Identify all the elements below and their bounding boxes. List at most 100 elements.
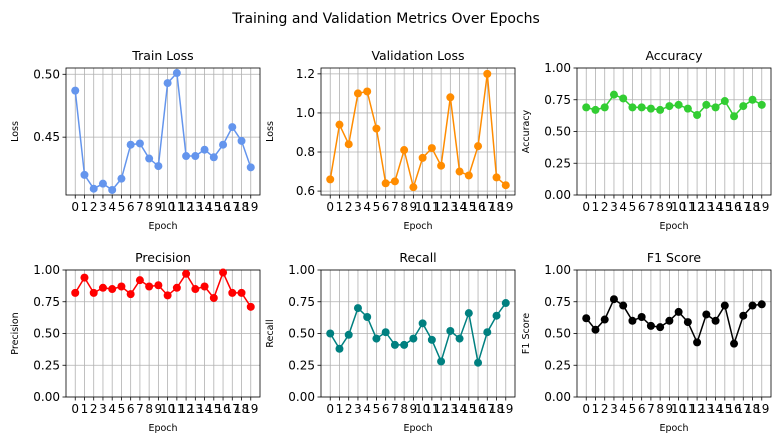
- series-line: [329, 302, 507, 364]
- x-tick-label: 14: [197, 200, 212, 214]
- y-tick-label: 0.75: [288, 295, 315, 309]
- axes-frame: [576, 67, 772, 196]
- figure-title: Training and Validation Metrics Over Epo…: [231, 11, 540, 27]
- data-point: [219, 268, 228, 277]
- x-tick-label: 14: [197, 402, 212, 416]
- data-point: [80, 273, 89, 282]
- x-tick-label: 2: [345, 402, 353, 416]
- data-point: [582, 314, 591, 323]
- x-tick-label: 9: [155, 200, 163, 214]
- data-point: [427, 335, 436, 344]
- x-tick-label: 5: [629, 200, 637, 214]
- data-point: [145, 154, 154, 163]
- x-tick-label: 11: [169, 200, 184, 214]
- data-point: [344, 140, 353, 149]
- x-tick-label: 9: [666, 200, 674, 214]
- data-point: [674, 307, 683, 316]
- data-point: [219, 140, 228, 149]
- data-point: [665, 102, 674, 111]
- data-point: [757, 300, 766, 309]
- data-point: [98, 179, 107, 188]
- subplot-1: 0 1 2 3 4 5 6 7 8 9101112131415161718190.450.50Tr…: [10, 48, 261, 232]
- data-point: [582, 103, 591, 112]
- x-tick-label: 19: [754, 200, 769, 214]
- x-tick-label: 5: [118, 200, 126, 214]
- data-point: [363, 87, 372, 96]
- subplot-title: Precision: [135, 250, 191, 265]
- x-tick-label: 5: [629, 402, 637, 416]
- data-point: [702, 100, 711, 109]
- data-point: [748, 95, 757, 104]
- data-point: [353, 89, 362, 98]
- data-point: [400, 146, 409, 155]
- x-tick-label: 13: [443, 200, 458, 214]
- axes-frame: [320, 269, 516, 398]
- data-point: [619, 94, 628, 103]
- y-axis-label: Accuracy: [521, 109, 532, 153]
- x-tick-label: 19: [498, 200, 513, 214]
- y-tick-label: 1.00: [33, 263, 60, 277]
- data-point: [492, 173, 501, 182]
- data-point: [89, 288, 98, 297]
- data-point: [600, 103, 609, 112]
- x-tick-label: 2: [345, 200, 353, 214]
- data-point: [619, 301, 628, 310]
- y-axis-label: Loss: [265, 121, 276, 142]
- x-tick-label: 5: [118, 402, 126, 416]
- x-tick-label: 1: [81, 200, 89, 214]
- x-tick-label: 13: [699, 200, 714, 214]
- x-tick-label: 11: [680, 200, 695, 214]
- data-point: [591, 105, 600, 114]
- x-tick-label: 11: [680, 402, 695, 416]
- x-tick-label: 17: [480, 402, 495, 416]
- data-point: [418, 153, 427, 162]
- data-point: [200, 282, 209, 291]
- data-point: [191, 152, 200, 161]
- x-tick-label: 13: [188, 402, 203, 416]
- x-tick-label: 10: [671, 402, 686, 416]
- x-tick-label: 19: [243, 402, 258, 416]
- data-point: [464, 309, 473, 318]
- data-point: [656, 323, 665, 332]
- data-point: [381, 328, 390, 337]
- x-tick-label: 0: [71, 200, 79, 214]
- data-point: [455, 334, 464, 343]
- data-point: [400, 340, 409, 349]
- x-tick-label: 12: [433, 200, 448, 214]
- data-point: [228, 288, 237, 297]
- x-tick-label: 18: [745, 402, 760, 416]
- data-point: [464, 171, 473, 180]
- x-tick-label: 2: [90, 402, 98, 416]
- data-point: [637, 312, 646, 321]
- data-point: [326, 175, 335, 184]
- x-tick-label: 6: [127, 402, 135, 416]
- data-point: [372, 334, 381, 343]
- y-tick-label: 0.25: [544, 358, 571, 372]
- y-tick-label: 0.75: [33, 295, 60, 309]
- x-axis-label: Epoch: [403, 221, 432, 232]
- x-tick-label: 17: [480, 200, 495, 214]
- x-tick-label: 3: [354, 402, 362, 416]
- data-point: [71, 288, 80, 297]
- series-line: [74, 71, 252, 191]
- data-point: [409, 183, 418, 192]
- data-point: [126, 290, 135, 299]
- x-tick-label: 17: [225, 200, 240, 214]
- y-tick-label: 0.6: [296, 184, 315, 198]
- x-tick-label: 6: [638, 402, 646, 416]
- data-point: [237, 288, 246, 297]
- x-tick-label: 9: [410, 402, 418, 416]
- y-tick-label: 0.50: [288, 327, 315, 341]
- subplot-2: 0 1 2 3 4 5 6 7 8 9101112131415161718190.60.81.01…: [265, 48, 516, 232]
- subplot-title: Train Loss: [131, 48, 193, 63]
- y-tick-label: 0.25: [33, 358, 60, 372]
- x-tick-label: 13: [188, 200, 203, 214]
- x-tick-label: 12: [433, 402, 448, 416]
- data-point: [246, 302, 255, 311]
- y-axis-label: Precision: [10, 312, 21, 354]
- subplot-title: Accuracy: [645, 48, 703, 63]
- data-point: [711, 316, 720, 325]
- x-tick-label: 13: [443, 402, 458, 416]
- x-tick-label: 1: [336, 200, 344, 214]
- x-tick-label: 8: [656, 402, 664, 416]
